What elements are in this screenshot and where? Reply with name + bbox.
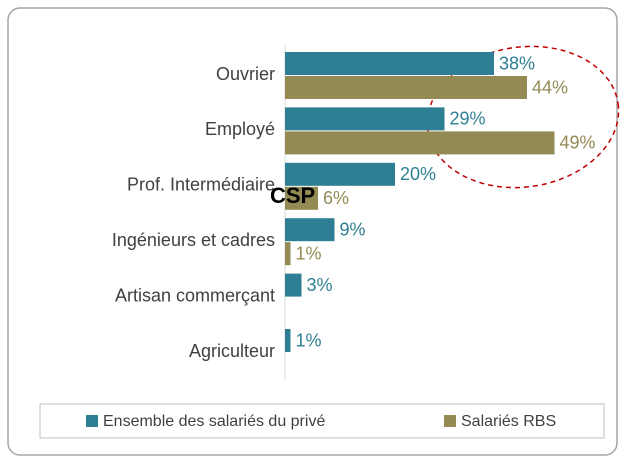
- annotation: CSP: [270, 183, 315, 208]
- bar: [285, 162, 395, 186]
- y-tick-label: Prof. Intermédiaire: [127, 175, 275, 195]
- legend-label: Salariés RBS: [461, 413, 556, 430]
- data-label: 49%: [560, 133, 596, 153]
- legend-swatch: [444, 415, 456, 427]
- bar: [285, 218, 335, 242]
- data-label: 1%: [296, 243, 322, 263]
- bar: [285, 329, 291, 352]
- y-tick-label: Ingénieurs et cadres: [112, 230, 275, 250]
- bar: [285, 242, 291, 266]
- data-label: 44%: [532, 77, 568, 97]
- y-tick-label: Agriculteur: [189, 341, 275, 361]
- legend-box: [39, 403, 605, 439]
- legend-label: Ensemble des salariés du privé: [103, 413, 325, 430]
- data-label: 6%: [323, 188, 349, 208]
- data-label: 29%: [450, 109, 486, 129]
- data-label: 1%: [296, 330, 322, 350]
- y-tick-label: Artisan commerçant: [115, 285, 275, 305]
- bar: [285, 76, 527, 99]
- y-tick-label: Ouvrier: [216, 64, 275, 84]
- data-label: 9%: [340, 219, 366, 239]
- bar: [285, 131, 555, 155]
- bar: [285, 52, 494, 75]
- bar: [285, 107, 445, 131]
- legend-swatch: [86, 415, 98, 427]
- plot: Ouvrier 38% 44% Employé 29% 49% Prof. Interméd…: [86, 52, 596, 430]
- data-label: 20%: [400, 164, 436, 184]
- bar: [285, 186, 318, 210]
- data-label: 38%: [499, 53, 535, 73]
- y-tick-label: Employé: [205, 119, 275, 139]
- bar: [285, 273, 302, 297]
- data-label: 3%: [307, 275, 333, 295]
